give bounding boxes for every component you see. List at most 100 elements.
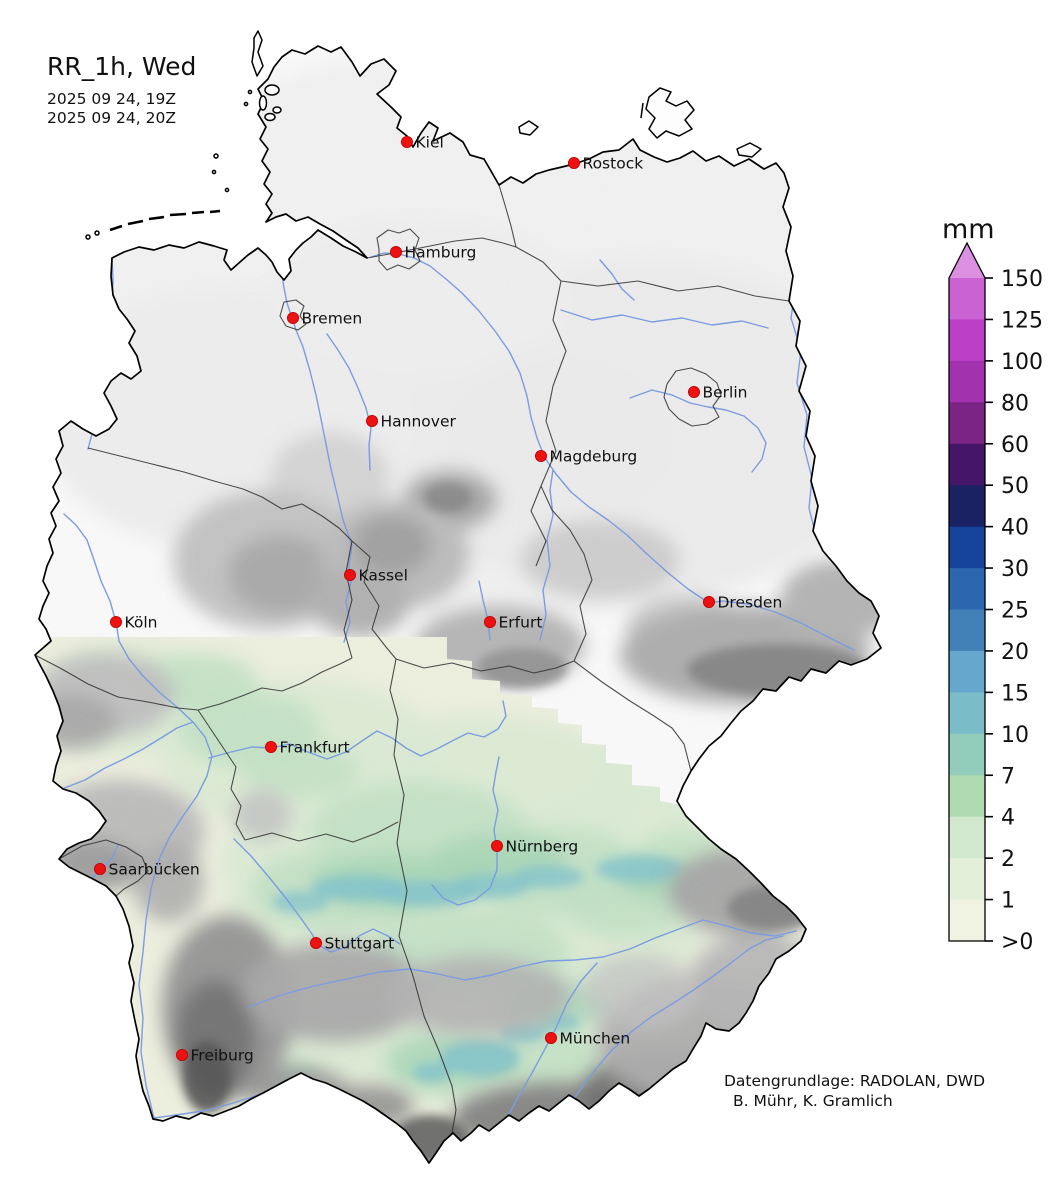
city-label: Frankfurt: [280, 739, 350, 757]
city-dot: [365, 414, 378, 427]
city-marker-group: Köln: [110, 614, 158, 632]
state-borders: [35, 184, 790, 1134]
city-marker-group: Berlin: [688, 384, 747, 402]
attribution-line1: Datengrundlage: RADOLAN, DWD: [724, 1072, 985, 1090]
colorbar-tick-label: 150: [1001, 267, 1043, 292]
city-marker-group: Rostock: [568, 155, 643, 173]
city-marker-group: Freiburg: [175, 1047, 254, 1065]
colorbar: mm 150 125 100 80 60 50 40 30 25 20 15 10 7 4 2 1 >0: [942, 214, 1043, 955]
city-markers-layer: Kiel Rostock Hamburg Bremen Berlin Hannover Ma…: [94, 134, 782, 1065]
city-marker-group: Dresden: [703, 594, 782, 612]
colorbar-tick-label: 20: [1001, 640, 1029, 665]
city-label: Nürnberg: [506, 838, 579, 856]
colorbar-segment: [949, 526, 985, 569]
city-label: Kiel: [416, 134, 444, 152]
valid-from-timestamp: 2025 09 24, 19Z: [47, 90, 176, 108]
colorbar-segment: [949, 319, 985, 362]
city-dot: [343, 569, 356, 582]
colorbar-segment: [949, 692, 985, 735]
city-label: Erfurt: [499, 614, 543, 632]
city-marker-group: Kiel: [400, 134, 444, 152]
city-dot: [110, 616, 123, 629]
city-label: Dresden: [718, 594, 783, 612]
colorbar-tick-label: 25: [1001, 599, 1029, 624]
colorbar-over-arrow: [949, 243, 985, 278]
city-marker-group: Nürnberg: [490, 838, 579, 856]
city-dot: [545, 1032, 558, 1045]
city-label: Saarbücken: [109, 861, 200, 879]
colorbar-tick-label: 15: [1001, 681, 1029, 706]
city-dot: [175, 1049, 188, 1062]
city-label: Köln: [125, 614, 158, 632]
city-dot: [535, 449, 548, 462]
colorbar-segment: [949, 278, 985, 320]
city-label: Magdeburg: [550, 448, 638, 466]
city-label: Hamburg: [405, 244, 477, 262]
city-dot: [286, 311, 299, 324]
city-marker-group: Bremen: [286, 310, 363, 328]
city-label: Freiburg: [191, 1047, 254, 1065]
city-marker-group: Magdeburg: [535, 448, 637, 466]
city-marker-group: Stuttgart: [309, 935, 395, 953]
city-label: Stuttgart: [325, 935, 395, 953]
colorbar-tick-label: 125: [1001, 308, 1043, 333]
colorbar-segment: [949, 568, 985, 611]
city-dot: [568, 156, 581, 169]
germany-outline: [34, 45, 882, 1164]
colorbar-tick-label: 30: [1001, 557, 1029, 582]
colorbar-segment: [949, 402, 985, 445]
colorbar-segment: [949, 360, 985, 403]
colorbar-segment: [949, 733, 985, 776]
city-dot: [400, 135, 413, 148]
attribution: Datengrundlage: RADOLAN, DWD B. Mühr, K.…: [724, 1072, 985, 1110]
city-marker-group: Kassel: [343, 567, 408, 585]
city-dot: [94, 863, 107, 876]
city-marker-group: Frankfurt: [264, 739, 350, 757]
city-dot: [389, 245, 402, 258]
colorbar-body: 150 125 100 80 60 50 40 30 25 20 15 10 7 4 2 1 >0: [948, 241, 1043, 955]
colorbar-segment: [949, 443, 985, 486]
map-header: RR_1h, Wed 2025 09 24, 19Z 2025 09 24, 2…: [47, 52, 196, 127]
colorbar-tick-label: 7: [1001, 764, 1015, 789]
city-label: Rostock: [583, 155, 644, 173]
city-label: Kassel: [359, 567, 408, 585]
colorbar-tick-label: 4: [1001, 806, 1015, 831]
colorbar-segment: [949, 609, 985, 652]
attribution-line2: B. Mühr, K. Gramlich: [733, 1092, 893, 1110]
city-label: Berlin: [703, 384, 748, 402]
colorbar-tick-label: 2: [1001, 847, 1015, 872]
colorbar-segment: [949, 650, 985, 693]
colorbar-segment: [949, 858, 985, 901]
page-title: RR_1h, Wed: [47, 52, 196, 81]
colorbar-tick-label: 80: [1001, 391, 1029, 416]
city-marker-group: Saarbücken: [94, 861, 200, 879]
islands: [85, 30, 762, 240]
colorbar-segment: [949, 816, 985, 859]
city-marker-group: Hannover: [365, 413, 457, 431]
colorbar-tick-label: 60: [1001, 433, 1029, 458]
city-dot: [688, 385, 701, 398]
colorbar-outline: [948, 241, 986, 942]
city-marker-group: Hamburg: [389, 244, 477, 262]
city-label: München: [560, 1030, 631, 1048]
city-dot: [264, 741, 277, 754]
city-dot: [490, 840, 503, 853]
city-dot: [483, 616, 496, 629]
city-dot: [703, 596, 716, 609]
colorbar-segment: [949, 485, 985, 528]
valid-to-timestamp: 2025 09 24, 20Z: [47, 109, 176, 127]
city-label: Hannover: [381, 413, 457, 431]
city-marker-group: München: [545, 1030, 630, 1048]
colorbar-tick-label: >0: [1001, 930, 1033, 955]
city-marker-group: Erfurt: [483, 614, 543, 632]
city-label: Bremen: [302, 310, 363, 328]
colorbar-unit-label: mm: [942, 214, 995, 245]
colorbar-tick-label: 100: [1001, 350, 1043, 375]
city-dot: [309, 937, 322, 950]
colorbar-tick-label: 50: [1001, 474, 1029, 499]
colorbar-segment: [949, 775, 985, 818]
